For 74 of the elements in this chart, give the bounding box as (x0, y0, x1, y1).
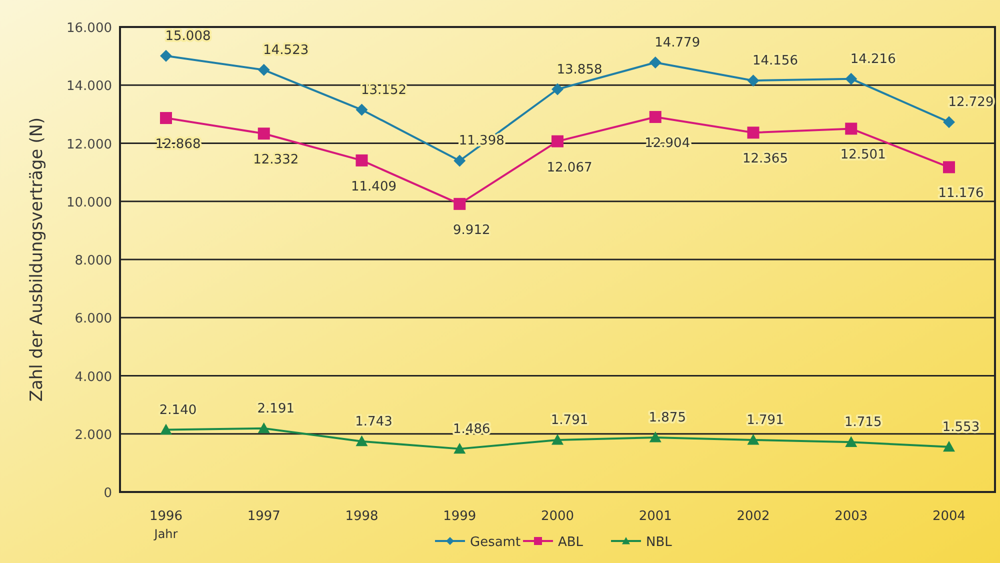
data-label: 1.791 (550, 412, 588, 428)
data-label: 1.791 (746, 412, 784, 428)
point (747, 126, 760, 139)
point (454, 154, 466, 167)
point (649, 110, 662, 123)
point (649, 432, 662, 442)
x-tick-label: 2000 (540, 509, 574, 524)
point (845, 122, 858, 135)
y-tick-label: 8.000 (74, 254, 112, 268)
point (943, 116, 955, 128)
point (552, 83, 564, 96)
point (552, 135, 564, 148)
legend-label: Gesamt (470, 535, 521, 550)
point (454, 442, 466, 454)
x-axis-title: Jahr (153, 527, 178, 541)
data-label: 1.553 (942, 420, 980, 435)
point (356, 435, 368, 446)
data-label: 14.779 (654, 35, 700, 50)
point (160, 112, 172, 124)
y-tick-label: 6.000 (74, 312, 112, 327)
data-label: 14.156 (752, 54, 798, 69)
y-tick-label: 4.000 (74, 370, 112, 385)
point (552, 434, 564, 445)
point (356, 104, 368, 116)
data-label: 14.523 (263, 42, 309, 58)
y-tick-label: 12.000 (66, 137, 112, 152)
point (258, 64, 270, 76)
data-label: 1.486 (453, 422, 490, 437)
x-tick-label: 2002 (736, 509, 770, 524)
point (160, 50, 172, 62)
point (258, 128, 270, 140)
legend-label: ABL (558, 535, 584, 550)
data-label: 11.409 (351, 179, 396, 194)
x-tick-label: 2003 (834, 509, 868, 524)
point (258, 422, 270, 434)
legend-label: NBL (646, 535, 673, 550)
x-tick-label: 1996 (149, 509, 183, 524)
point (747, 434, 760, 445)
data-label: 15.008 (165, 28, 211, 44)
point (747, 74, 760, 87)
data-label: 1.875 (648, 410, 686, 426)
data-label: 12.501 (840, 148, 886, 163)
point (160, 424, 172, 435)
x-tick-label: 2001 (638, 509, 672, 524)
data-label: 14.216 (850, 52, 896, 67)
x-tick-label: 1997 (247, 509, 280, 524)
y-tick-label: 2.000 (74, 428, 112, 443)
x-tick-label: 1999 (443, 509, 476, 524)
data-label: 2.191 (257, 401, 294, 416)
point (845, 72, 858, 85)
point (454, 198, 466, 210)
y-axis-title: Zahl der Ausbildungsverträge (N) (27, 117, 47, 402)
point (943, 440, 955, 452)
y-tick-label: 10.000 (66, 195, 112, 210)
data-label: 13.152 (361, 82, 406, 98)
data-label: 1.715 (844, 415, 882, 430)
data-label: 13.858 (556, 62, 602, 78)
y-tick-label: 16.000 (66, 21, 112, 36)
data-label: 12.332 (253, 152, 299, 168)
point (845, 436, 858, 447)
data-label: 12.365 (742, 152, 788, 167)
data-label: 12.067 (546, 160, 592, 176)
point (943, 161, 955, 174)
data-label: 11.176 (938, 186, 984, 202)
x-tick-label: 2004 (932, 509, 966, 524)
data-label: 1.743 (355, 414, 392, 430)
data-label: 2.140 (159, 402, 197, 418)
y-tick-label: 0 (104, 486, 112, 501)
y-tick-label: 14.000 (66, 79, 112, 94)
point (649, 56, 662, 68)
data-label: 9.912 (453, 222, 490, 238)
point (356, 154, 368, 166)
data-label: 12.729 (948, 95, 994, 110)
x-tick-label: 1998 (345, 509, 378, 524)
